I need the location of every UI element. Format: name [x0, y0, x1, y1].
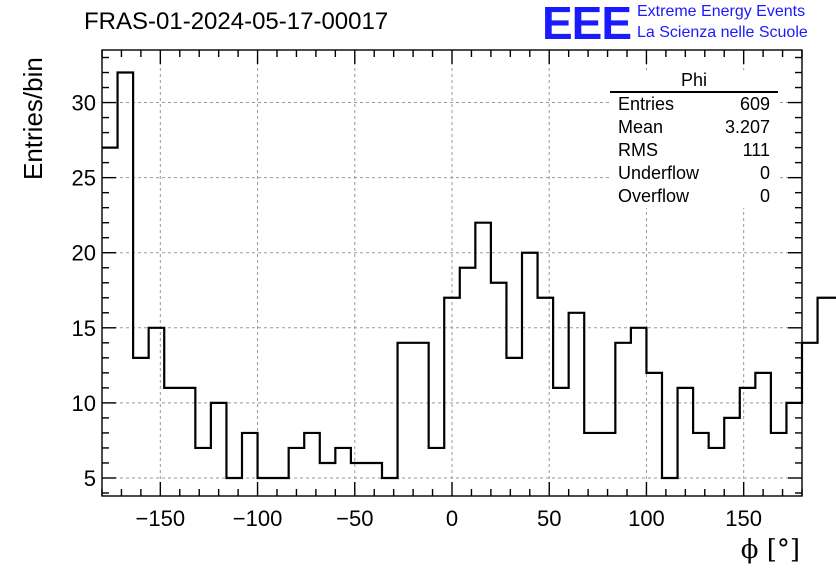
- stats-label: RMS: [618, 140, 658, 160]
- y-tick-label: 5: [84, 466, 96, 491]
- x-tick-label: −100: [233, 506, 283, 531]
- x-tick-label: 0: [446, 506, 458, 531]
- stats-row-overflow: Overflow 0: [610, 185, 778, 208]
- stats-label: Overflow: [618, 186, 690, 206]
- x-tick-labels: −150 −100 −50 0 50 100 150: [136, 506, 762, 531]
- stats-row-underflow: Underflow 0: [610, 162, 778, 185]
- x-tick-label: 150: [725, 506, 762, 531]
- x-tick-label: −150: [136, 506, 186, 531]
- logo-subtitle-1: Extreme Energy Events: [637, 3, 806, 20]
- y-tick-labels: 5 10 15 20 25 30: [72, 91, 96, 491]
- stats-title: Phi: [610, 70, 778, 93]
- stats-row-entries: Entries 609: [610, 93, 778, 116]
- y-tick-label: 15: [72, 316, 96, 341]
- stats-value: 111: [742, 140, 770, 160]
- stats-value: 609: [739, 94, 770, 114]
- stats-label: Mean: [618, 117, 664, 137]
- y-tick-label: 10: [72, 391, 96, 416]
- stats-value: 0: [759, 163, 770, 183]
- x-tick-label: 50: [537, 506, 561, 531]
- eee-logo: EEE: [542, 0, 632, 49]
- x-axis-label: ϕ [°]: [741, 535, 800, 565]
- logo-subtitle-2: La Scienza nelle Scuole: [637, 24, 808, 41]
- stats-row-mean: Mean 3.207: [610, 116, 778, 139]
- stats-rows: Entries 609 Mean 3.207 RMS 111 Underflow 0 Overf…: [610, 93, 778, 208]
- chart-title: FRAS-01-2024-05-17-00017: [84, 8, 389, 35]
- x-tick-label: 100: [628, 506, 665, 531]
- stats-label: Entries: [618, 94, 675, 114]
- stats-value: 3.207: [724, 117, 770, 137]
- stats-label: Underflow: [618, 163, 700, 183]
- x-tick-label: −50: [336, 506, 373, 531]
- stats-value: 0: [759, 186, 770, 206]
- grid-lines: [102, 50, 802, 496]
- axis-ticks: [101, 50, 803, 496]
- y-tick-label: 20: [72, 241, 96, 266]
- stats-row-rms: RMS 111: [610, 139, 778, 162]
- y-axis-label: Entries/bin: [18, 57, 48, 180]
- y-tick-label: 25: [72, 166, 96, 191]
- y-tick-label: 30: [72, 91, 96, 116]
- stats-box: Phi Entries 609 Mean 3.207 RMS 111 Underflow 0 O…: [610, 70, 778, 208]
- histogram-step-line: [102, 71, 836, 480]
